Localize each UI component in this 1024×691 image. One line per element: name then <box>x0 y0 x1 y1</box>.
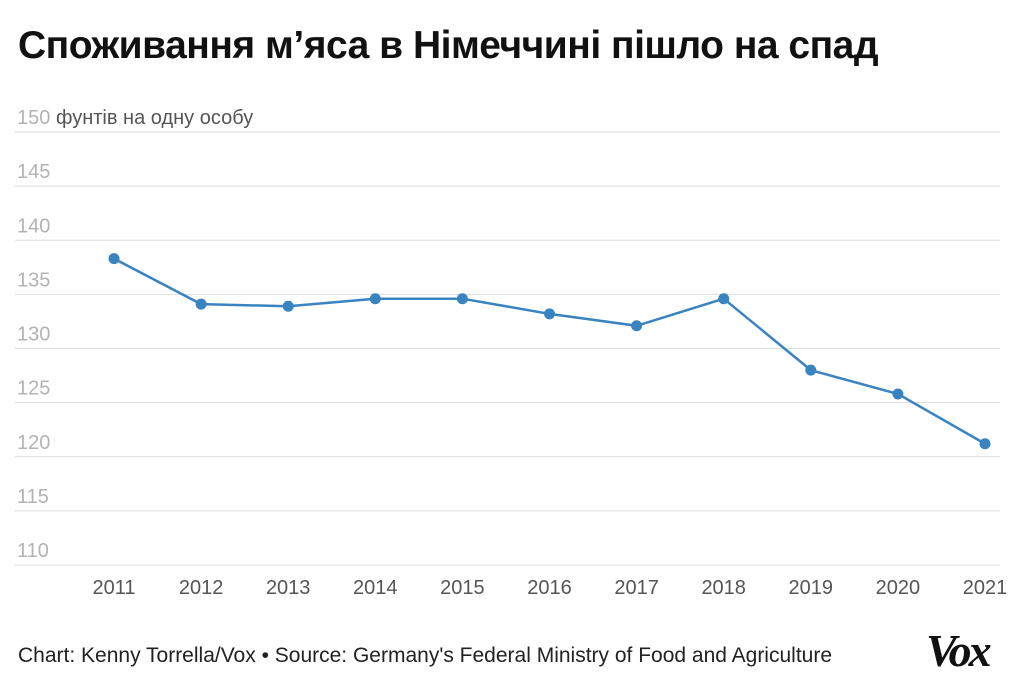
x-tick-label-2020: 2020 <box>876 577 921 599</box>
x-axis-ticks: 2011 2012 2013 2014 2015 2016 2017 2018 2019 2020… <box>92 577 1007 599</box>
y-tick-label-115: 115 <box>17 486 49 508</box>
chart-title: Споживання м’яса в Німеччині пішло на сп… <box>18 24 879 67</box>
series-line-0 <box>113 257 986 445</box>
data-point-2021 <box>979 438 991 450</box>
x-tick-label-2014: 2014 <box>353 577 398 599</box>
data-point-2020 <box>892 388 904 400</box>
data-point-2019 <box>805 364 817 376</box>
series-line-group <box>113 257 986 445</box>
data-points <box>108 253 991 450</box>
y-tick-label-135: 135 <box>17 269 50 291</box>
source-credit: Chart: Kenny Torrella/Vox • Source: Germ… <box>18 644 833 667</box>
x-tick-label-2021: 2021 <box>963 577 1008 599</box>
y-tick-label-130: 130 <box>17 324 50 346</box>
x-tick-label-2011: 2011 <box>92 577 135 599</box>
grid-lines <box>15 131 1000 566</box>
x-tick-label-2015: 2015 <box>440 577 485 599</box>
x-tick-label-2017: 2017 <box>614 577 659 599</box>
data-point-2018 <box>718 293 730 305</box>
x-tick-label-2016: 2016 <box>527 577 572 599</box>
y-tick-label-125: 125 <box>17 378 50 400</box>
y-tick-label-150: 150 <box>17 107 50 129</box>
y-tick-label-110: 110 <box>17 540 49 562</box>
y-tick-label-145: 145 <box>17 161 50 183</box>
x-tick-label-2013: 2013 <box>266 577 311 599</box>
data-point-2012 <box>195 298 207 310</box>
x-tick-label-2018: 2018 <box>701 577 746 599</box>
data-point-2011 <box>108 253 120 265</box>
data-point-2017 <box>631 320 643 332</box>
x-tick-label-2012: 2012 <box>179 577 224 599</box>
y-axis-unit-label: фунтів на одну особу <box>56 107 253 129</box>
data-point-2013 <box>282 300 294 312</box>
x-tick-label-2019: 2019 <box>789 577 834 599</box>
data-point-2016 <box>544 308 555 320</box>
vox-logo: Vox <box>926 625 992 676</box>
y-tick-label-140: 140 <box>17 215 50 237</box>
y-axis-ticks: 110 115 120 125 130 135 140 145 150 <box>17 107 50 562</box>
data-point-2014 <box>369 293 381 305</box>
y-tick-label-120: 120 <box>17 432 50 454</box>
data-point-2015 <box>456 293 468 305</box>
